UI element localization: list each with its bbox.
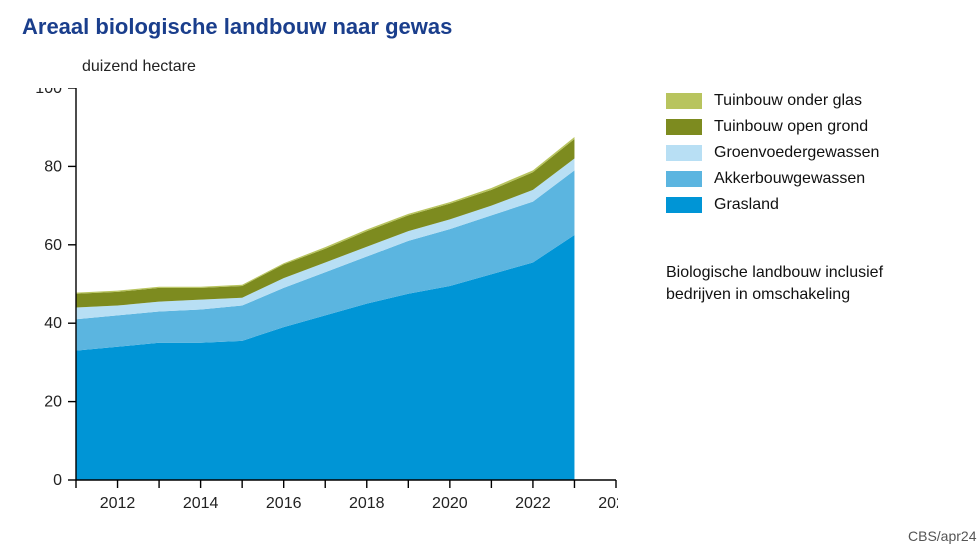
chart-title: Areaal biologische landbouw naar gewas <box>22 14 452 40</box>
legend-item-tuinbouw_open: Tuinbouw open grond <box>666 118 879 136</box>
legend: Tuinbouw onder glas Tuinbouw open grond Gr… <box>666 92 879 222</box>
y-tick-label: 40 <box>44 315 62 332</box>
y-axis-unit: duizend hectare <box>82 58 196 76</box>
legend-label: Akkerbouwgewassen <box>714 170 865 188</box>
legend-label: Grasland <box>714 196 779 214</box>
legend-item-akkerbouw: Akkerbouwgewassen <box>666 170 879 188</box>
legend-swatch <box>666 171 702 187</box>
x-tick-label: 2014 <box>183 495 219 512</box>
x-tick-label: 2024 <box>598 495 618 512</box>
y-tick-label: 80 <box>44 158 62 175</box>
x-tick-label: 2016 <box>266 495 302 512</box>
y-tick-label: 0 <box>53 472 62 489</box>
y-tick-label: 100 <box>35 88 62 97</box>
legend-swatch <box>666 197 702 213</box>
legend-item-grasland: Grasland <box>666 196 879 214</box>
footnote: Biologische landbouw inclusief bedrijven… <box>666 262 926 305</box>
x-tick-label: 2022 <box>515 495 551 512</box>
legend-item-tuinbouw_glas: Tuinbouw onder glas <box>666 92 879 110</box>
area-chart-svg: 0 20 40 60 80 100 2012 2014 2016 2018 2020 2022 2024 <box>26 88 618 520</box>
legend-label: Groenvoedergewassen <box>714 144 879 162</box>
x-tick-label: 2020 <box>432 495 468 512</box>
legend-swatch <box>666 119 702 135</box>
y-tick-label: 20 <box>44 394 62 411</box>
legend-label: Tuinbouw onder glas <box>714 92 862 110</box>
y-tick-label: 60 <box>44 237 62 254</box>
legend-label: Tuinbouw open grond <box>714 118 868 136</box>
area-chart: 0204060801002012201420162018202020222024 <box>26 88 618 480</box>
legend-swatch <box>666 93 702 109</box>
x-tick-label: 2018 <box>349 495 385 512</box>
x-tick-label: 2012 <box>100 495 136 512</box>
legend-item-groenvoeder: Groenvoedergewassen <box>666 144 879 162</box>
source-credit: CBS/apr24 <box>908 528 976 544</box>
legend-swatch <box>666 145 702 161</box>
